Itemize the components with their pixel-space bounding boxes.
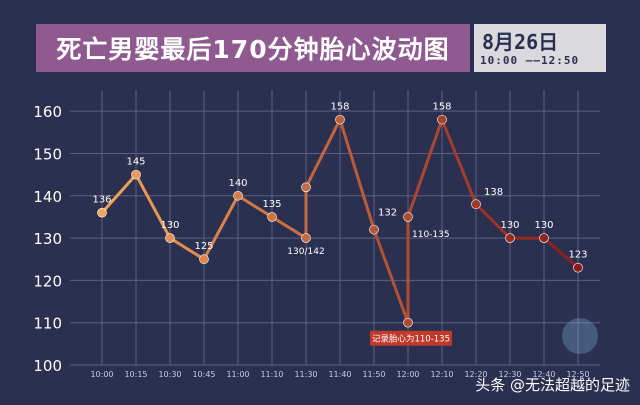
series-segment xyxy=(168,236,206,261)
x-tick-label: 10:30 xyxy=(158,370,181,379)
y-tick-label: 140 xyxy=(33,188,62,206)
date-badge: 8月26日 10:00 ——12:50 xyxy=(474,24,606,72)
time-range-label: 10:00 ——12:50 xyxy=(480,54,580,67)
data-label: 130 xyxy=(500,220,519,231)
data-label: 130 xyxy=(534,220,553,231)
data-label: 130/142 xyxy=(287,247,324,257)
data-point xyxy=(539,233,549,243)
y-tick-label: 150 xyxy=(33,145,62,163)
y-tick-label: 120 xyxy=(33,272,62,290)
data-point xyxy=(199,254,209,265)
annotation-box xyxy=(370,330,452,346)
y-tick-label: 100 xyxy=(33,357,62,375)
x-tick-label: 11:50 xyxy=(362,370,385,379)
data-label: 145 xyxy=(126,157,145,168)
x-tick-label: 10:15 xyxy=(124,370,147,379)
x-tick-label: 12:50 xyxy=(566,370,589,379)
data-point xyxy=(471,199,481,210)
series-segment xyxy=(236,194,274,219)
series-segment xyxy=(542,236,580,270)
data-label: 110-135 xyxy=(412,230,450,240)
series-segment xyxy=(304,118,342,189)
x-tick-label: 11:10 xyxy=(260,370,283,379)
y-tick-label: 110 xyxy=(33,315,62,333)
data-point xyxy=(369,224,379,235)
x-tick-label: 12:10 xyxy=(430,370,453,379)
series-segment xyxy=(474,202,512,240)
x-tick-label: 11:40 xyxy=(328,370,351,379)
data-point xyxy=(335,114,345,125)
data-label: 125 xyxy=(194,241,213,252)
data-points xyxy=(97,114,583,328)
x-tick-label: 12:20 xyxy=(464,370,487,379)
data-point xyxy=(437,114,447,125)
series-segment xyxy=(202,194,240,261)
annotation-group: 记录胎心为110-135 xyxy=(370,330,452,346)
y-tick-label: 130 xyxy=(33,230,62,248)
x-tick-label: 10:45 xyxy=(192,370,215,379)
data-label: 158 xyxy=(330,102,349,113)
data-label: 158 xyxy=(432,102,451,113)
data-labels: 136 145 130 125 140 135 130/142 158 132 110-135 15… xyxy=(92,102,587,261)
series-segment xyxy=(406,118,444,219)
data-label: 135 xyxy=(262,199,281,210)
data-point xyxy=(165,233,175,243)
series-segment xyxy=(440,118,478,206)
data-label: 138 xyxy=(484,187,503,198)
date-label: 8月26日 xyxy=(482,30,559,54)
data-point xyxy=(403,317,413,328)
annotation-label: 记录胎心为110-135 xyxy=(372,334,450,345)
data-point xyxy=(97,207,107,218)
data-point xyxy=(573,262,583,273)
x-tick-label: 12:30 xyxy=(498,370,521,379)
data-label: 130 xyxy=(160,220,179,231)
series-segment xyxy=(338,118,376,232)
series-segment xyxy=(134,173,172,240)
data-point xyxy=(505,233,515,243)
data-point xyxy=(301,182,311,193)
x-tick-label: 12:00 xyxy=(396,370,419,379)
x-tick-label: 10:00 xyxy=(90,370,113,379)
series-segment xyxy=(270,215,308,240)
chart-title: 死亡男婴最后170分钟胎心波动图 xyxy=(56,35,450,64)
series-line xyxy=(100,118,580,325)
x-tick-label: 11:30 xyxy=(294,370,317,379)
title-banner: 死亡男婴最后170分钟胎心波动图 xyxy=(36,24,470,72)
data-point xyxy=(233,190,243,201)
data-point xyxy=(131,169,141,180)
data-label: 132 xyxy=(378,208,397,219)
x-tick-label: 12:40 xyxy=(532,370,555,379)
watermark: 头条 @无法超越的足迹 xyxy=(475,376,630,394)
cloud-logo-icon xyxy=(562,318,598,354)
x-axis: 10:00 10:15 10:30 10:45 11:00 11:10 11:30 11:40… xyxy=(90,370,589,379)
x-tick-label: 11:00 xyxy=(226,370,249,379)
data-label: 123 xyxy=(568,250,587,261)
series-segment xyxy=(100,173,138,215)
y-tick-label: 160 xyxy=(33,103,62,121)
data-point xyxy=(267,212,277,222)
data-point xyxy=(301,233,311,243)
y-axis: 100 110 120 130 140 150 160 xyxy=(33,103,62,375)
data-label: 140 xyxy=(228,178,247,189)
data-label: 136 xyxy=(92,195,111,206)
series-segment xyxy=(372,228,410,325)
data-point xyxy=(403,212,413,222)
